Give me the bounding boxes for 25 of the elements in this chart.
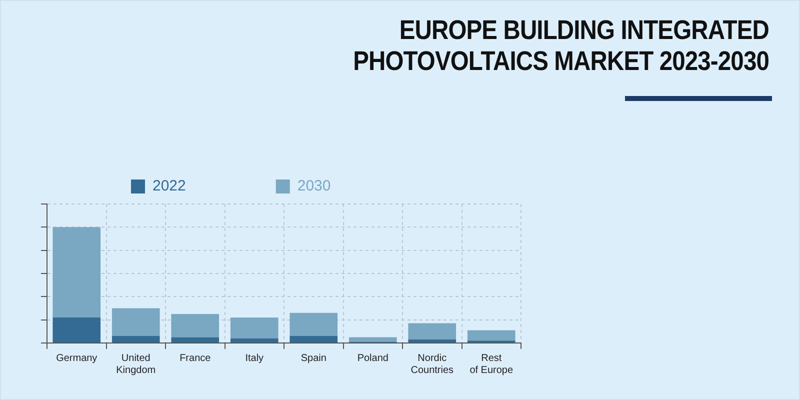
bar bbox=[290, 336, 338, 342]
x-tick-label: Nordic Countries bbox=[410, 352, 454, 376]
bar bbox=[112, 308, 160, 336]
bar bbox=[290, 312, 338, 336]
bar bbox=[348, 337, 397, 342]
x-tick-label: Italy bbox=[245, 352, 264, 364]
bar bbox=[408, 340, 456, 342]
x-tick-label: France bbox=[180, 352, 212, 364]
bar bbox=[408, 323, 456, 340]
x-tick-label: Spain bbox=[300, 352, 326, 364]
bar bbox=[171, 337, 220, 342]
legend-label: 2022 bbox=[152, 178, 186, 195]
x-tick-label: Poland bbox=[357, 352, 388, 364]
bar bbox=[52, 227, 101, 318]
chart-title: EUROPE BUILDING INTEGRATED PHOTOVOLTAICS MARKET 2023-2030 bbox=[352, 15, 769, 77]
x-tick-label: Rest of Europe bbox=[470, 352, 514, 376]
bar bbox=[52, 318, 101, 342]
x-tick-label: United Kingdom bbox=[116, 352, 156, 376]
bar bbox=[171, 314, 220, 338]
bar bbox=[230, 318, 278, 338]
legend-label: 2030 bbox=[297, 178, 331, 195]
bar bbox=[112, 336, 160, 342]
bar bbox=[467, 330, 516, 341]
bar bbox=[230, 338, 278, 342]
x-tick-label: Germany bbox=[56, 352, 98, 364]
